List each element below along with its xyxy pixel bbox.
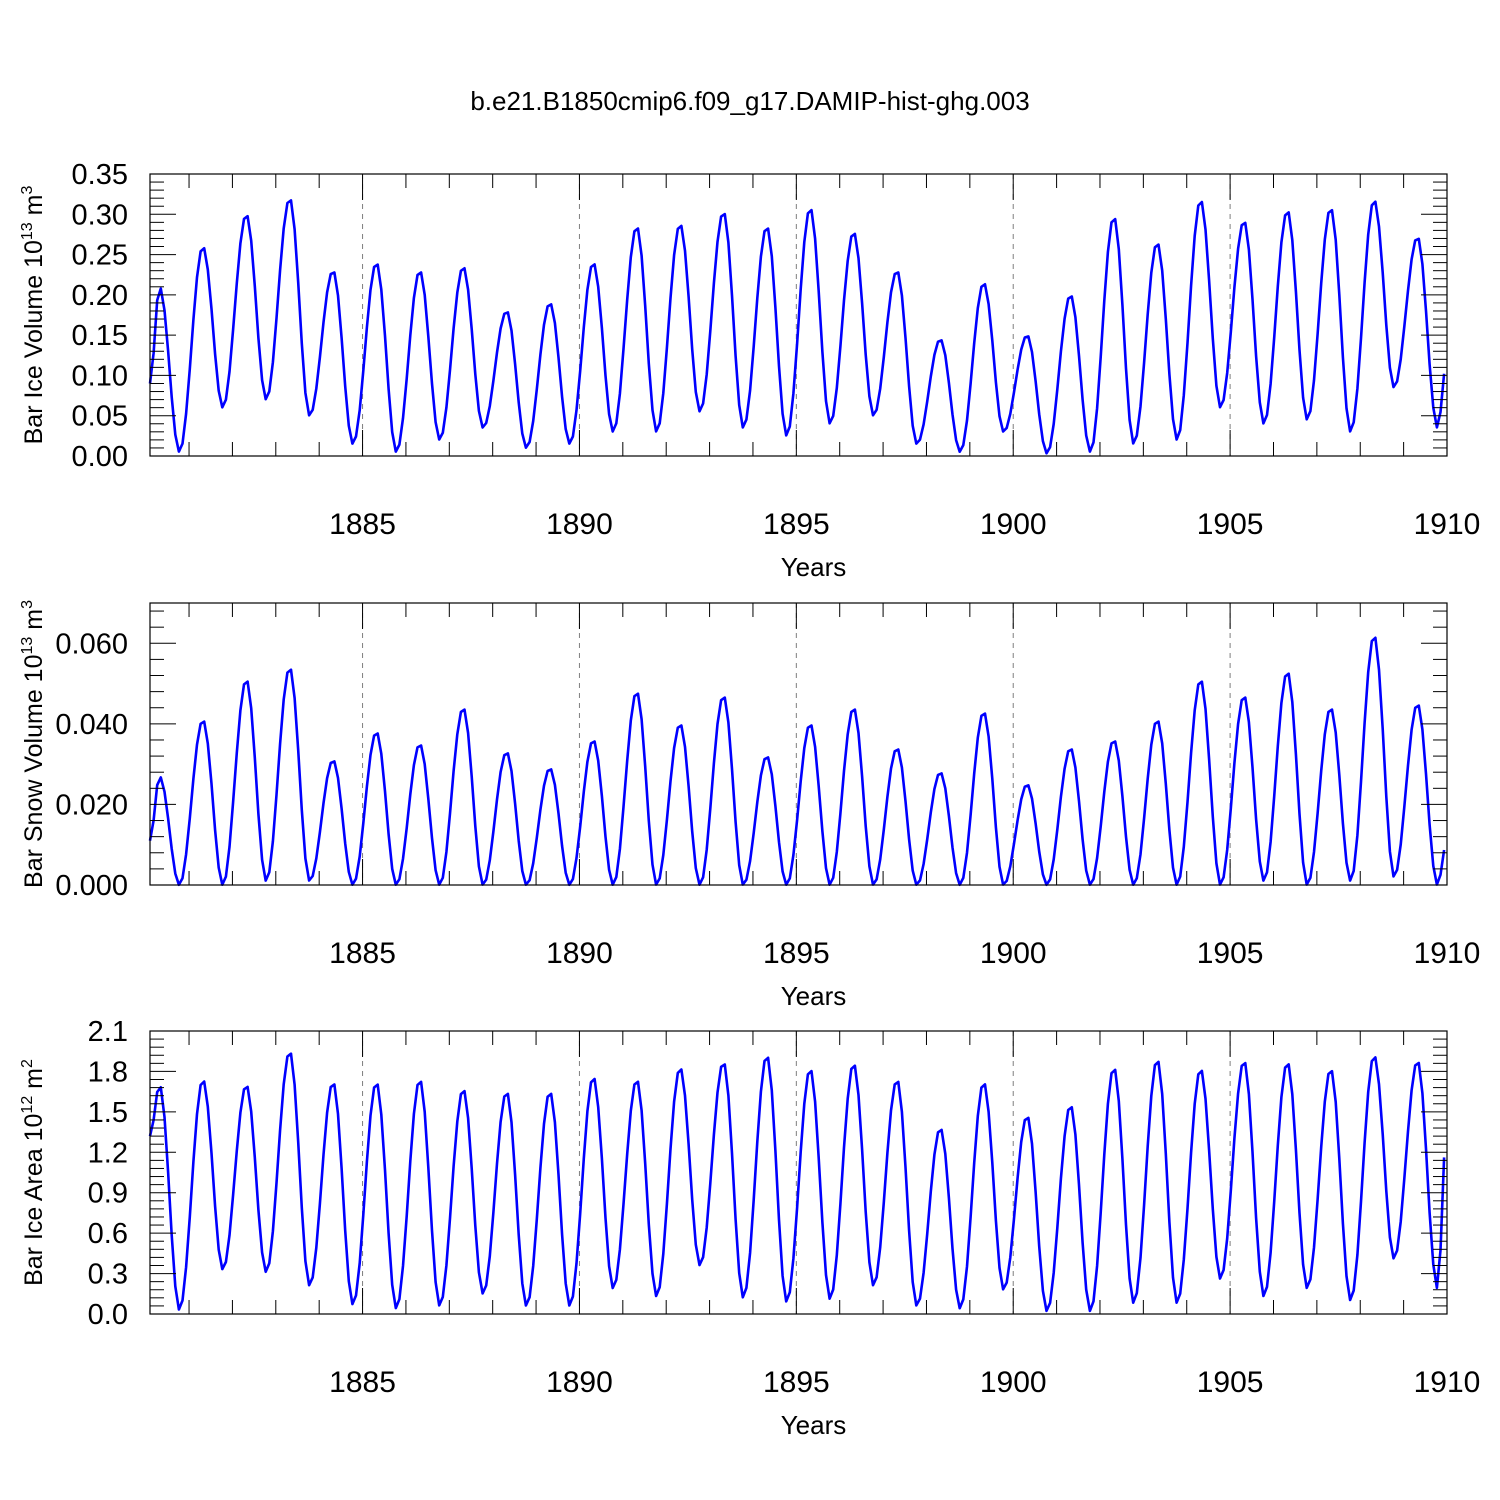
x-tick-label: 1905 bbox=[1197, 508, 1264, 541]
y-tick-label: 0.30 bbox=[72, 199, 128, 231]
y-axis-label-unit-exponent: 3 bbox=[19, 600, 36, 609]
x-axis-label: Years bbox=[781, 1410, 847, 1440]
y-tick-label: 1.5 bbox=[88, 1097, 128, 1129]
y-axis-label-main: Bar Ice Volume 10 bbox=[20, 240, 48, 444]
y-axis-label-unit: m bbox=[20, 609, 48, 637]
x-tick-label: 1885 bbox=[329, 1366, 396, 1399]
y-tick-label: 0.00 bbox=[72, 441, 128, 473]
x-tick-label: 1885 bbox=[329, 937, 396, 970]
y-axis-label-unit: m bbox=[20, 1068, 48, 1096]
y-tick-label: 0.20 bbox=[72, 280, 128, 312]
y-axis-label: Bar Snow Volume 1013 m3 bbox=[19, 600, 48, 888]
series-line bbox=[148, 636, 1446, 887]
y-axis-label-unit-exponent: 2 bbox=[19, 1059, 36, 1068]
y-tick-label: 0.6 bbox=[88, 1218, 128, 1250]
x-tick-label: 1900 bbox=[980, 937, 1047, 970]
y-tick-label: 0.040 bbox=[55, 709, 128, 741]
y-tick-label: 0.25 bbox=[72, 240, 128, 272]
y-axis-label-unit: m bbox=[20, 195, 48, 223]
x-tick-label: 1885 bbox=[329, 508, 396, 541]
x-tick-label: 1910 bbox=[1414, 1366, 1481, 1399]
y-tick-label: 0.3 bbox=[88, 1259, 128, 1291]
y-tick-label: 0.10 bbox=[72, 360, 128, 392]
y-tick-label: 0.05 bbox=[72, 401, 128, 433]
y-tick-label: 1.8 bbox=[88, 1056, 128, 1088]
y-axis-label-unit-exponent: 3 bbox=[19, 186, 36, 195]
y-axis-label-exponent: 12 bbox=[19, 1096, 36, 1114]
y-tick-label: 0.9 bbox=[88, 1178, 128, 1210]
panel-ice-area: 0.0 0.3 0.6 0.9 1.2 1.5 1.8 2.1 1885 1890 1895 1900… bbox=[19, 1016, 1480, 1440]
y-axis-label: Bar Ice Volume 1013 m3 bbox=[19, 186, 48, 445]
y-tick-label: 0.060 bbox=[55, 628, 128, 660]
x-tick-label: 1895 bbox=[763, 937, 830, 970]
x-tick-label: 1900 bbox=[980, 508, 1047, 541]
x-tick-label: 1895 bbox=[763, 508, 830, 541]
panel-ice-volume: 0.00 0.05 0.10 0.15 0.20 0.25 0.30 0.35 1885 1890… bbox=[19, 159, 1480, 582]
x-tick-label: 1895 bbox=[763, 1366, 830, 1399]
x-tick-label: 1910 bbox=[1414, 508, 1481, 541]
x-tick-label: 1905 bbox=[1197, 1366, 1264, 1399]
y-tick-label: 0.020 bbox=[55, 789, 128, 821]
x-tick-label: 1910 bbox=[1414, 937, 1481, 970]
y-axis-label-main: Bar Snow Volume 10 bbox=[20, 655, 48, 888]
y-axis-label-exponent: 13 bbox=[19, 637, 36, 655]
x-tick-label: 1890 bbox=[546, 937, 613, 970]
x-tick-label: 1905 bbox=[1197, 937, 1264, 970]
x-axis-label: Years bbox=[781, 552, 847, 582]
y-tick-label: 0.35 bbox=[72, 159, 128, 191]
series-line bbox=[148, 199, 1446, 455]
series-line bbox=[148, 1052, 1446, 1313]
plot-frame bbox=[149, 602, 1448, 886]
y-tick-label: 0.000 bbox=[55, 870, 128, 902]
y-axis-label: Bar Ice Area 1012 m2 bbox=[19, 1059, 48, 1286]
y-axis-label-exponent: 13 bbox=[19, 222, 36, 240]
y-tick-label: 2.1 bbox=[88, 1016, 128, 1048]
figure-title: b.e21.B1850cmip6.f09_g17.DAMIP-hist-ghg.… bbox=[470, 86, 1029, 116]
x-tick-label: 1890 bbox=[546, 508, 613, 541]
plot-frame bbox=[149, 1030, 1448, 1315]
plot-frame bbox=[149, 173, 1448, 457]
x-tick-label: 1890 bbox=[546, 1366, 613, 1399]
x-tick-label: 1900 bbox=[980, 1366, 1047, 1399]
y-tick-label: 1.2 bbox=[88, 1137, 128, 1169]
panel-snow-volume: 0.000 0.020 0.040 0.060 1885 1890 1895 1900 1905… bbox=[19, 600, 1480, 1011]
y-tick-label: 0.0 bbox=[88, 1299, 128, 1331]
x-axis-label: Years bbox=[781, 981, 847, 1011]
y-axis-label-main: Bar Ice Area 10 bbox=[20, 1114, 48, 1286]
y-tick-label: 0.15 bbox=[72, 320, 128, 352]
